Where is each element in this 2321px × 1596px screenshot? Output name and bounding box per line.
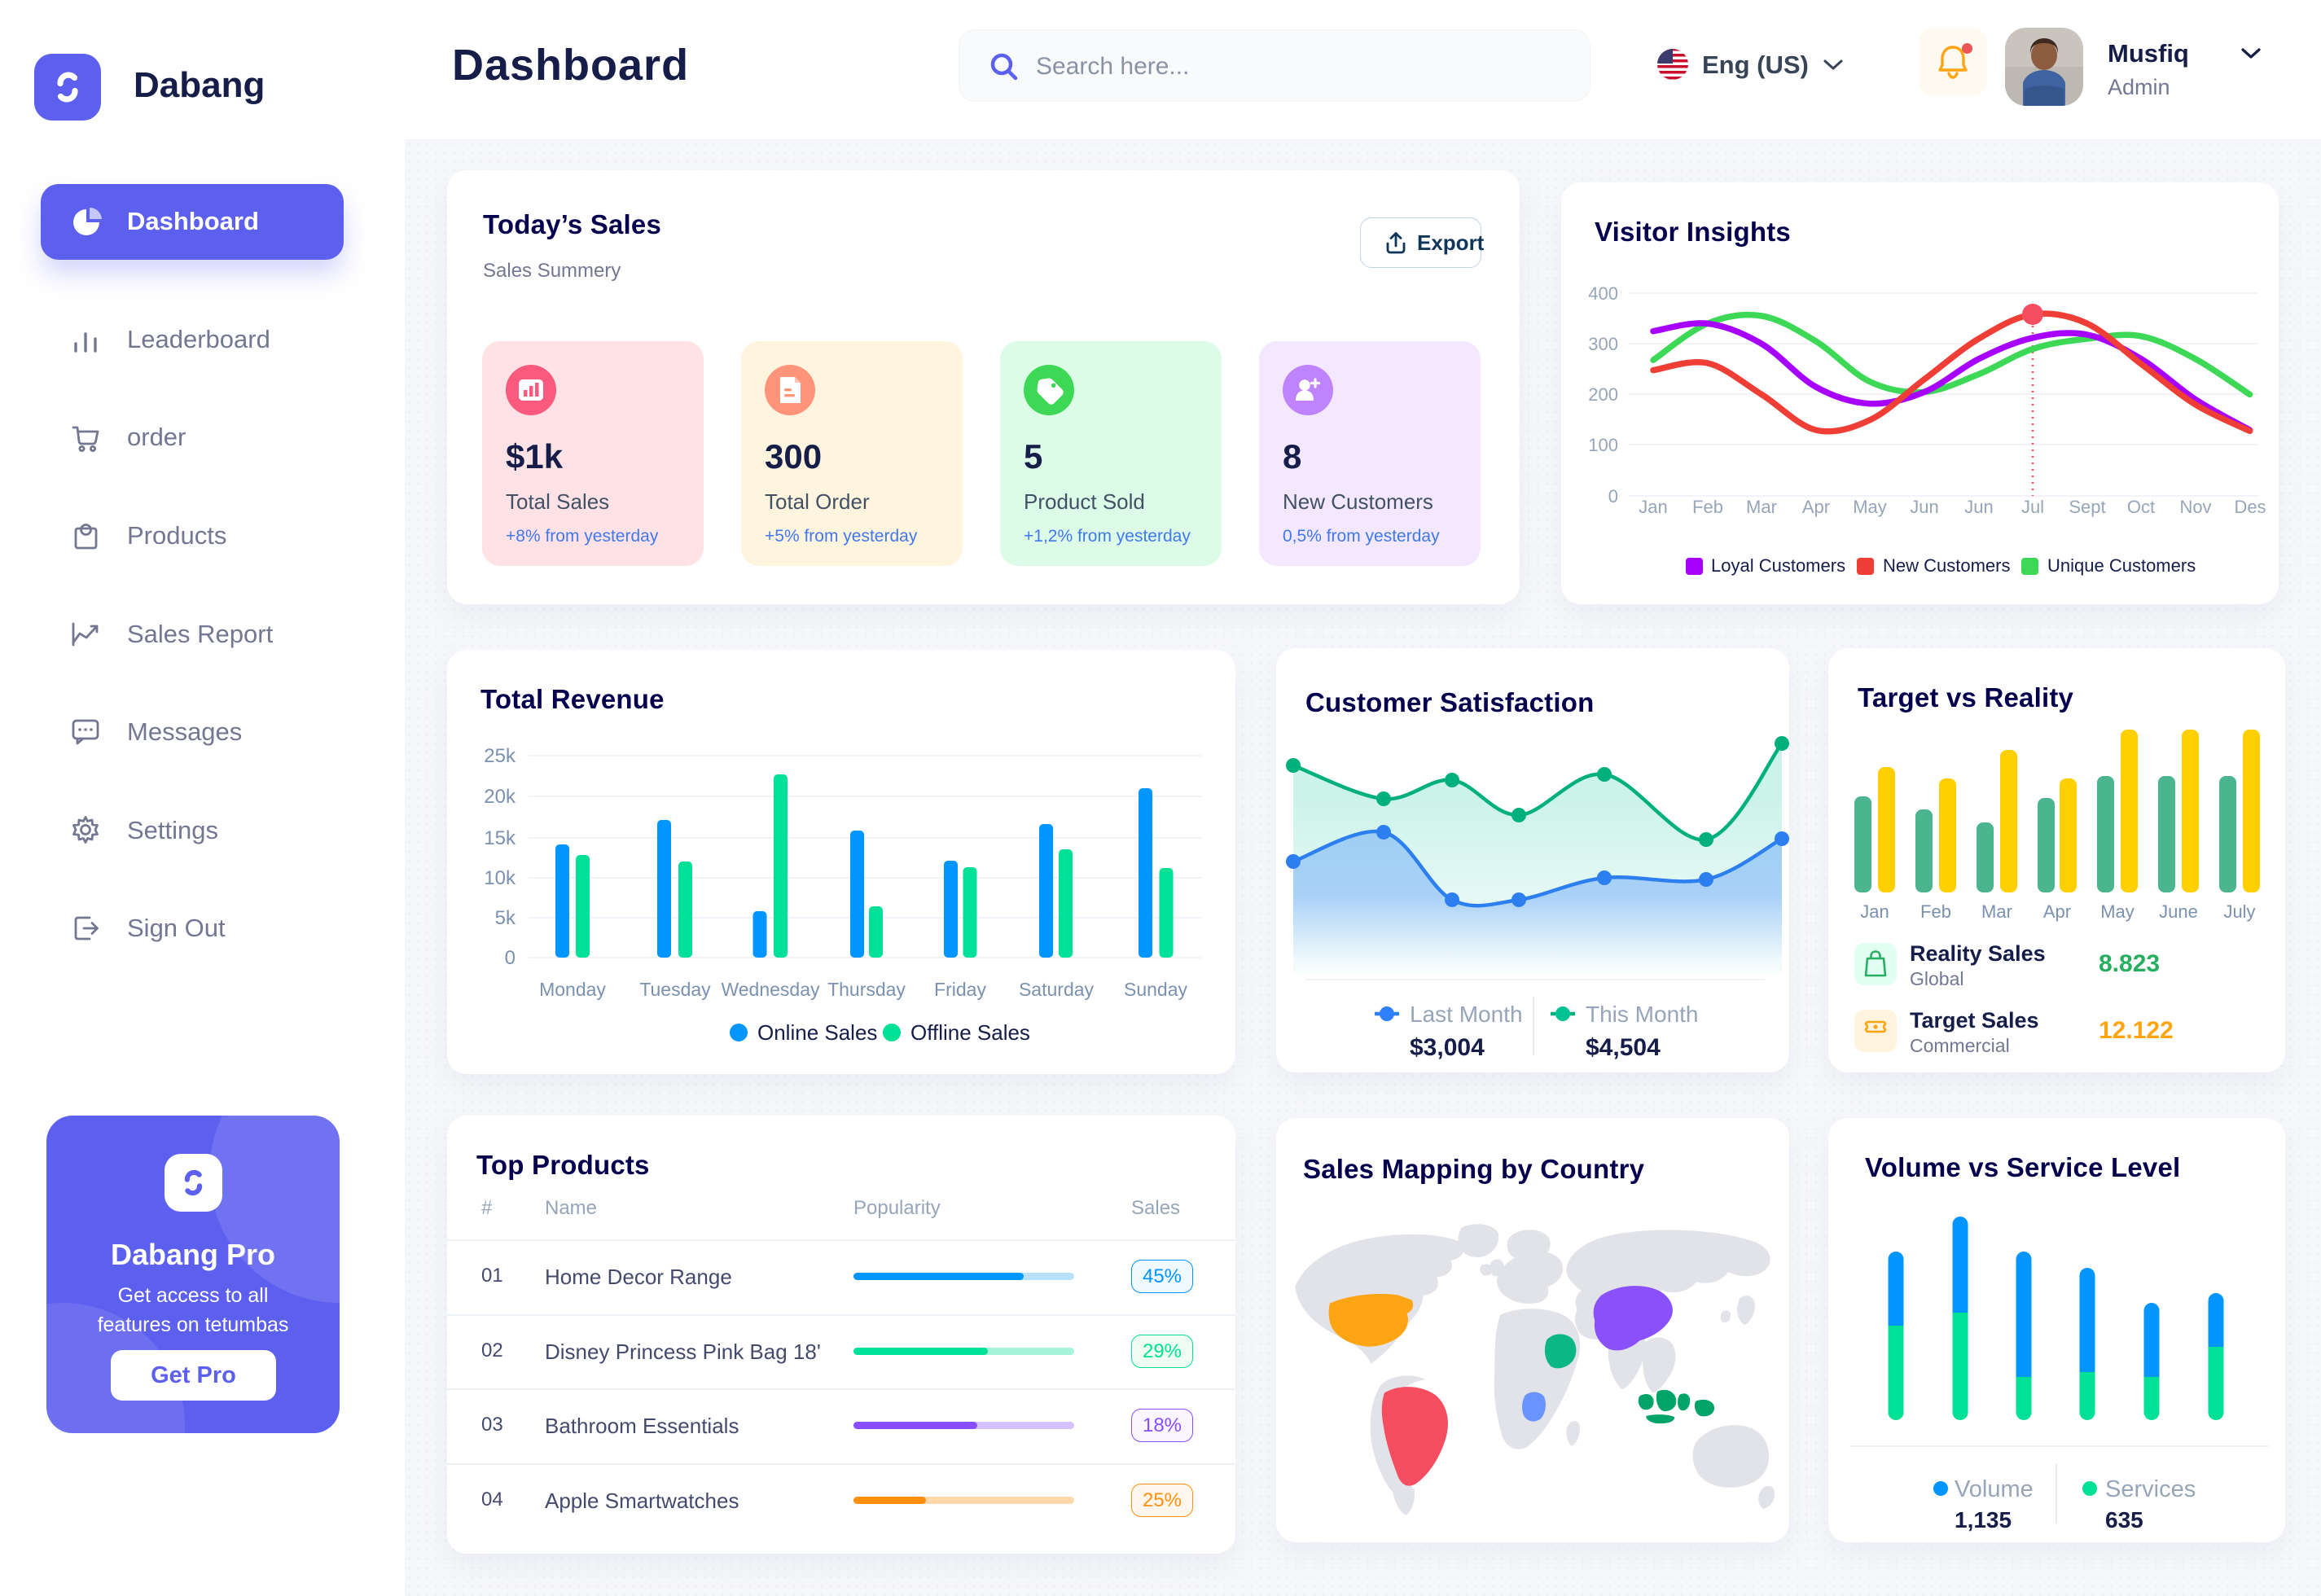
svg-text:635: 635 <box>2105 1507 2143 1532</box>
svg-text:Des: Des <box>2234 497 2266 517</box>
svg-text:0: 0 <box>1608 486 1618 506</box>
svg-text:5k: 5k <box>495 907 516 929</box>
svg-text:25k: 25k <box>484 745 516 767</box>
svg-text:Online Sales: Online Sales <box>757 1020 877 1045</box>
svg-text:200: 200 <box>1588 384 1618 405</box>
svg-text:Sept: Sept <box>2069 497 2105 517</box>
svg-text:100: 100 <box>1588 435 1618 455</box>
svg-text:400: 400 <box>1588 283 1618 304</box>
svg-text:Mar: Mar <box>1746 497 1777 517</box>
svg-text:Target Sales: Target Sales <box>1910 1008 2039 1033</box>
svg-text:Monday: Monday <box>539 979 606 1000</box>
svg-text:1,135: 1,135 <box>1955 1507 2012 1532</box>
svg-text:June: June <box>2159 901 2198 922</box>
svg-text:0: 0 <box>505 947 516 969</box>
svg-text:Thursday: Thursday <box>827 979 906 1000</box>
svg-text:May: May <box>1853 497 1887 517</box>
svg-text:$3,004: $3,004 <box>1410 1034 1485 1061</box>
svg-text:Jun: Jun <box>1964 497 1993 517</box>
svg-text:Jul: Jul <box>2021 497 2044 517</box>
svg-text:Offline Sales: Offline Sales <box>910 1020 1030 1045</box>
svg-text:Tuesday: Tuesday <box>639 979 711 1000</box>
svg-text:Reality Sales: Reality Sales <box>1910 941 2046 966</box>
svg-text:Nov: Nov <box>2179 497 2211 517</box>
svg-text:Apr: Apr <box>1802 497 1830 517</box>
svg-text:Feb: Feb <box>1692 497 1723 517</box>
svg-text:Services: Services <box>2105 1476 2196 1502</box>
svg-text:$4,504: $4,504 <box>1586 1034 1661 1061</box>
svg-text:Apr: Apr <box>2043 901 2071 922</box>
svg-text:15k: 15k <box>484 827 516 849</box>
svg-text:This Month: This Month <box>1586 1002 1699 1027</box>
svg-text:Mar: Mar <box>1981 901 2012 922</box>
svg-text:Friday: Friday <box>934 979 986 1000</box>
svg-text:Wednesday: Wednesday <box>721 979 820 1000</box>
svg-text:Last Month: Last Month <box>1410 1002 1523 1027</box>
svg-text:May: May <box>2100 901 2135 922</box>
svg-text:Jan: Jan <box>1639 497 1667 517</box>
svg-text:Volume: Volume <box>1955 1476 2034 1502</box>
svg-text:New Customers: New Customers <box>1883 555 2010 576</box>
svg-text:Jun: Jun <box>1910 497 1938 517</box>
svg-text:Global: Global <box>1910 968 1963 989</box>
svg-text:Jan: Jan <box>1860 901 1889 922</box>
svg-text:Saturday: Saturday <box>1019 979 1095 1000</box>
svg-text:Unique Customers: Unique Customers <box>2047 555 2196 576</box>
svg-text:July: July <box>2223 901 2255 922</box>
svg-text:8.823: 8.823 <box>2099 950 2160 977</box>
svg-text:Commercial: Commercial <box>1910 1035 2010 1056</box>
svg-text:Sunday: Sunday <box>1124 979 1188 1000</box>
svg-text:20k: 20k <box>484 786 516 808</box>
svg-text:Loyal Customers: Loyal Customers <box>1711 555 1845 576</box>
svg-text:300: 300 <box>1588 334 1618 354</box>
svg-text:12.122: 12.122 <box>2099 1017 2174 1044</box>
svg-text:Oct: Oct <box>2127 497 2155 517</box>
svg-text:10k: 10k <box>484 867 516 889</box>
svg-text:Feb: Feb <box>1920 901 1951 922</box>
